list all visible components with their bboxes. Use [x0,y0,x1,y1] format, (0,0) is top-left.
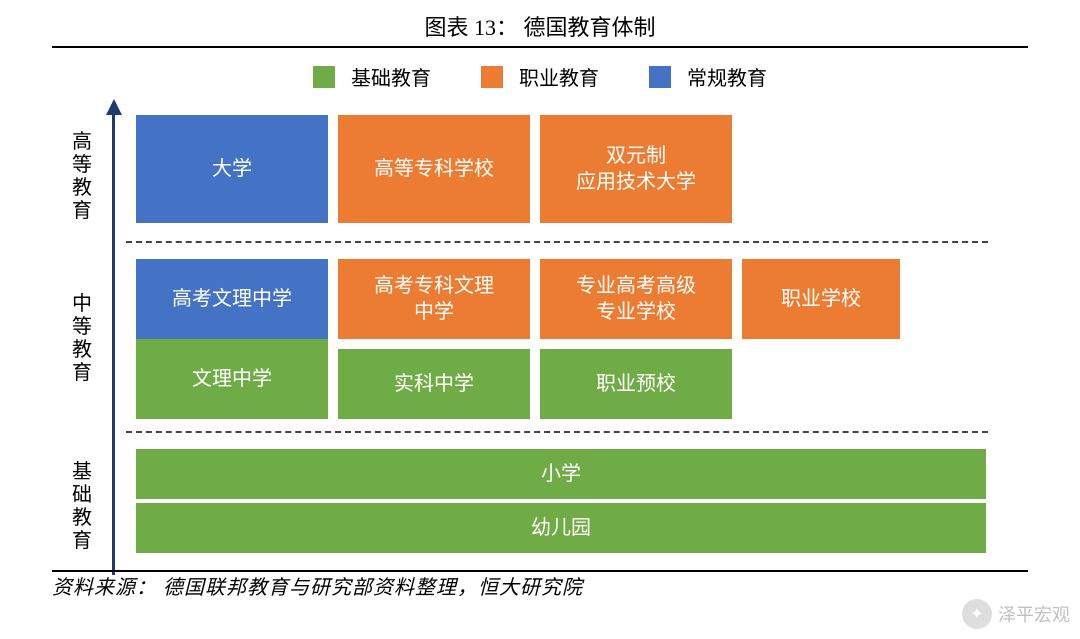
legend-label: 职业教育 [519,62,599,91]
legend-item: 职业教育 [481,62,599,91]
edu-box: 高等专科学校 [338,115,530,223]
edu-box: 专业高考高级专业学校 [540,259,732,339]
edu-box: 幼儿园 [136,503,986,553]
edu-box: 大学 [136,115,328,223]
legend-item: 常规教育 [649,62,767,91]
edu-box: 职业学校 [742,259,900,339]
wechat-icon: ✦ [962,599,992,629]
y-axis-arrow [106,99,122,115]
y-axis-label: 高等教育 [70,131,94,223]
legend-label: 常规教育 [687,62,767,91]
level-divider [126,431,988,433]
edu-box: 高考文理中学 [136,259,328,339]
edu-box: 小学 [136,449,986,499]
legend-swatch [649,66,671,88]
y-axis [112,105,115,575]
edu-box: 高考专科文理中学 [338,259,530,339]
source-line: 资料来源： 德国联邦教育与研究部资料整理，恒大研究院 [52,571,583,600]
edu-box: 文理中学 [136,339,328,419]
legend-swatch [481,66,503,88]
edu-box: 职业预校 [540,349,732,419]
watermark: ✦ 泽平宏观 [962,599,1070,629]
legend-item: 基础教育 [313,62,431,91]
level-divider [126,241,988,243]
legend-swatch [313,66,335,88]
y-axis-label: 基础教育 [70,461,94,553]
chart-title: 图表 13： 德国教育体制 [52,10,1028,46]
watermark-text: 泽平宏观 [998,601,1070,627]
legend-label: 基础教育 [351,62,431,91]
edu-box: 实科中学 [338,349,530,419]
edu-box: 双元制应用技术大学 [540,115,732,223]
chart-area: 高等教育中等教育基础教育 大学高等专科学校双元制应用技术大学高考文理中学高考专科… [52,101,1028,581]
y-axis-label: 中等教育 [70,293,94,385]
legend: 基础教育 职业教育 常规教育 [52,48,1028,101]
